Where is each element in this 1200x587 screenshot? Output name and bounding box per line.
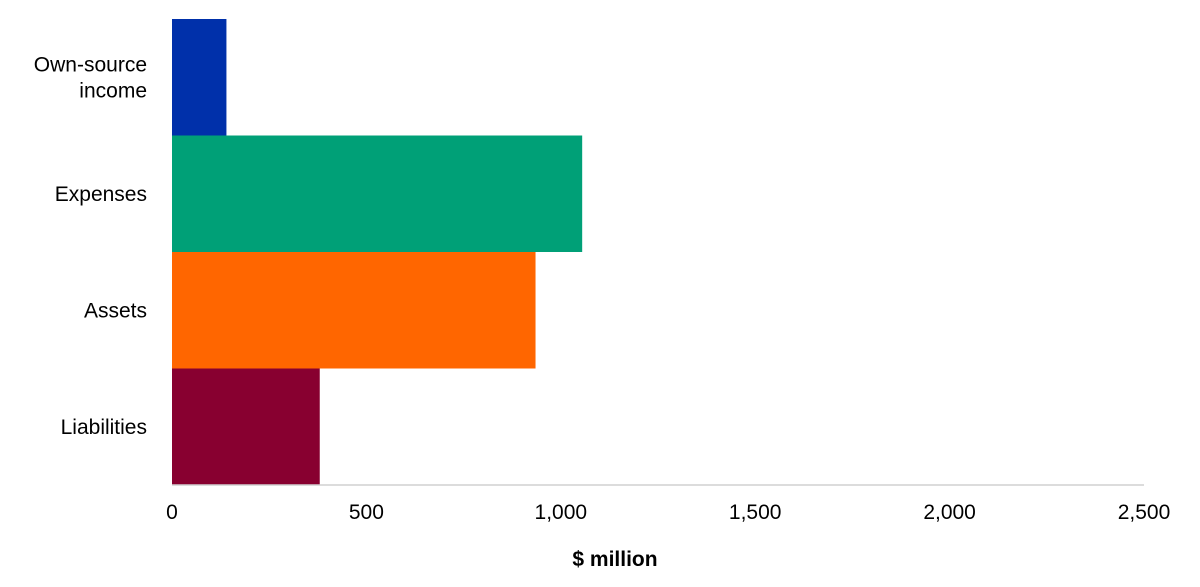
- category-label-line: Own-source: [34, 53, 147, 76]
- bar-liabilities: [172, 368, 320, 485]
- category-label-line: Liabilities: [61, 416, 147, 439]
- category-label: Own-source income: [34, 53, 147, 102]
- category-label: Liabilities: [61, 416, 147, 439]
- category-label-line: income: [79, 79, 147, 102]
- category-labels: Own-source income Expenses Assets Liabilitie…: [34, 53, 147, 439]
- x-tick-label: 2,000: [923, 501, 976, 524]
- x-axis-title: $ million: [572, 548, 657, 571]
- bars-layer: [172, 19, 583, 485]
- category-label: Expenses: [55, 183, 147, 206]
- bar-expenses: [172, 135, 583, 252]
- bar-own-source-income: [172, 19, 227, 136]
- x-tick-label: 500: [349, 501, 384, 524]
- category-label: Assets: [84, 299, 147, 322]
- category-label-line: Expenses: [55, 183, 147, 206]
- category-label-line: Assets: [84, 299, 147, 322]
- x-tick-label: 2,500: [1118, 501, 1171, 524]
- x-tick-label: 1,500: [729, 501, 782, 524]
- x-tick-labels: 0 500 1,000 1,500 2,000 2,500: [166, 501, 1170, 524]
- bar-assets: [172, 252, 536, 369]
- x-tick-label: 0: [166, 501, 178, 524]
- x-tick-label: 1,000: [535, 501, 588, 524]
